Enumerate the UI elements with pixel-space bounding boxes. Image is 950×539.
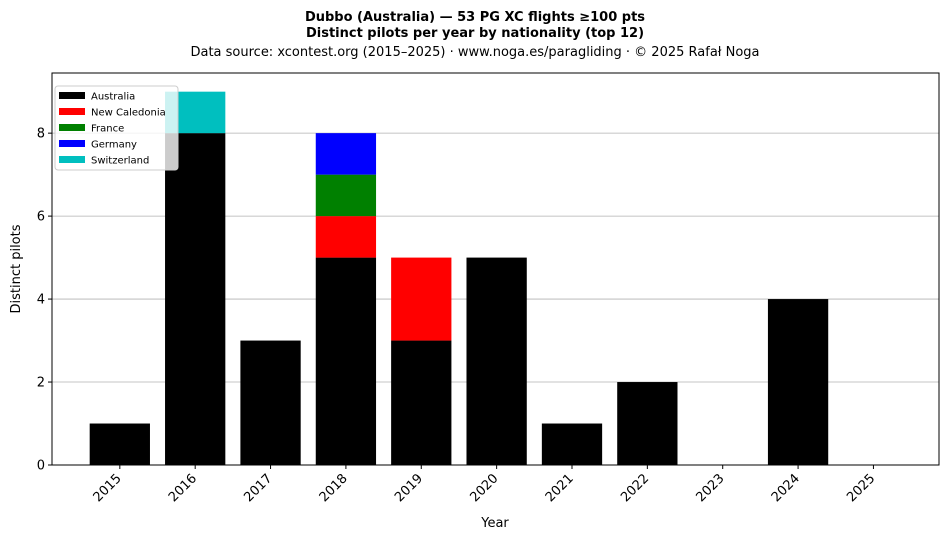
legend-swatch [59, 124, 85, 131]
y-tick-label: 2 [37, 376, 45, 391]
x-tick-label: 2021 [543, 471, 577, 505]
legend-label: Australia [91, 92, 135, 103]
bar-2021-australia [541, 423, 603, 465]
x-axis-label: Year [480, 516, 509, 531]
x-tick-label: 2016 [166, 471, 200, 505]
y-tick-label: 0 [37, 459, 45, 474]
bar-2022-australia [617, 382, 678, 465]
legend-swatch [59, 156, 85, 163]
legend-label: Germany [91, 140, 137, 151]
legend: Australia New Caledonia France Germany Switz… [54, 85, 179, 171]
bars [89, 91, 829, 466]
bar-2019-australia [391, 340, 452, 465]
x-tick-label: 2022 [618, 471, 652, 505]
y-tick-label: 6 [37, 210, 45, 225]
x-axis: 2015 2016 2017 2018 2019 2020 2021 2022 2023 2024… [91, 465, 878, 505]
legend-label: France [91, 124, 124, 135]
y-tick-label: 8 [37, 127, 45, 142]
bar-2015-australia [89, 423, 150, 465]
legend-swatch [59, 108, 85, 115]
chart-title: Dubbo (Australia) — 53 PG XC flights ≥10… [305, 10, 645, 25]
y-axis: 0 2 4 6 8 [37, 127, 52, 474]
x-tick-label: 2024 [769, 471, 803, 505]
legend-swatch [59, 140, 85, 147]
legend-label: Switzerland [91, 156, 149, 167]
bar-2024-australia [767, 299, 829, 465]
bar-2018-germany [315, 133, 377, 175]
bar-2019-new-caledonia [391, 257, 452, 341]
bar-2018-australia [315, 257, 377, 465]
y-tick-label: 4 [37, 293, 45, 308]
bar-2017-australia [240, 340, 301, 465]
chart-subtitle: Distinct pilots per year by nationality … [306, 26, 644, 41]
bar-2018-new-caledonia [315, 216, 377, 258]
bar-2020-australia [466, 257, 527, 465]
x-tick-label: 2020 [467, 471, 501, 505]
x-tick-label: 2017 [241, 471, 275, 505]
x-tick-label: 2023 [694, 471, 728, 505]
x-tick-label: 2025 [844, 471, 878, 505]
legend-label: New Caledonia [91, 108, 166, 119]
legend-box [54, 85, 179, 171]
plot-frame [51, 72, 940, 466]
y-axis-label: Distinct pilots [9, 224, 24, 313]
x-tick-label: 2019 [392, 471, 426, 505]
bar-2018-france [315, 174, 377, 217]
bar-2016-australia [165, 133, 226, 466]
x-tick-label: 2015 [91, 471, 125, 505]
legend-swatch [59, 92, 85, 99]
x-tick-label: 2018 [317, 471, 351, 505]
chart-source-line: Data source: xcontest.org (2015–2025) · … [190, 45, 759, 60]
